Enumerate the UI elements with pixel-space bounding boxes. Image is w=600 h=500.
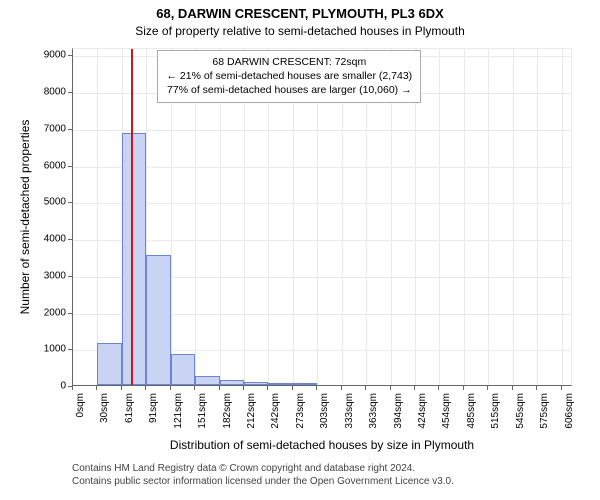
x-tick-label: 515sqm: [490, 393, 501, 429]
y-tick-mark: [68, 92, 72, 93]
histogram-bar: [268, 383, 293, 385]
x-tick-label: 333sqm: [344, 393, 355, 429]
x-tick-label: 394sqm: [393, 393, 404, 429]
x-tick-mark: [561, 386, 562, 390]
x-tick-label: 606sqm: [564, 393, 575, 429]
x-tick-mark: [267, 386, 268, 390]
x-tick-label: 454sqm: [441, 393, 452, 429]
x-tick-mark: [121, 386, 122, 390]
y-tick-mark: [68, 129, 72, 130]
histogram-bar: [97, 343, 122, 385]
property-size-histogram: 68, DARWIN CRESCENT, PLYMOUTH, PL3 6DX S…: [0, 0, 600, 500]
histogram-bar: [244, 382, 268, 385]
x-tick-mark: [341, 386, 342, 390]
x-tick-label: 485sqm: [466, 393, 477, 429]
x-tick-label: 303sqm: [319, 393, 330, 429]
y-tick-label: 3000: [32, 270, 66, 281]
y-tick-label: 9000: [32, 50, 66, 61]
x-tick-mark: [512, 386, 513, 390]
histogram-bar: [171, 354, 195, 385]
x-tick-mark: [96, 386, 97, 390]
property-annotation-box: 68 DARWIN CRESCENT: 72sqm ← 21% of semi-…: [157, 50, 421, 103]
x-tick-mark: [292, 386, 293, 390]
x-tick-label: 30sqm: [99, 393, 110, 423]
x-tick-mark: [194, 386, 195, 390]
x-tick-mark: [316, 386, 317, 390]
annotation-larger-line: 77% of semi-detached houses are larger (…: [166, 83, 412, 97]
chart-title: 68, DARWIN CRESCENT, PLYMOUTH, PL3 6DX: [0, 6, 600, 21]
x-tick-label: 151sqm: [197, 393, 208, 429]
y-tick-mark: [68, 202, 72, 203]
x-tick-mark: [170, 386, 171, 390]
gridline-vertical: [439, 49, 440, 385]
x-tick-label: 575sqm: [539, 393, 550, 429]
x-tick-mark: [365, 386, 366, 390]
y-tick-label: 0: [32, 381, 66, 392]
histogram-bar: [122, 133, 146, 385]
x-tick-mark: [390, 386, 391, 390]
histogram-bar: [195, 376, 220, 385]
y-tick-mark: [68, 55, 72, 56]
gridline-vertical: [464, 49, 465, 385]
x-tick-label: 242sqm: [270, 393, 281, 429]
y-tick-label: 2000: [32, 307, 66, 318]
x-axis-label: Distribution of semi-detached houses by …: [72, 438, 572, 452]
gridline-horizontal: [73, 240, 571, 241]
x-tick-mark: [536, 386, 537, 390]
x-tick-label: 424sqm: [417, 393, 428, 429]
x-tick-label: 121sqm: [173, 393, 184, 429]
x-tick-mark: [72, 386, 73, 390]
x-tick-mark: [145, 386, 146, 390]
gridline-horizontal: [73, 203, 571, 204]
y-tick-mark: [68, 313, 72, 314]
x-tick-label: 91sqm: [148, 393, 159, 423]
x-tick-mark: [438, 386, 439, 390]
gridline-horizontal: [73, 130, 571, 131]
x-tick-mark: [414, 386, 415, 390]
x-tick-label: 363sqm: [368, 393, 379, 429]
gridline-horizontal: [73, 167, 571, 168]
y-tick-mark: [68, 349, 72, 350]
y-tick-label: 7000: [32, 123, 66, 134]
x-tick-label: 212sqm: [246, 393, 257, 429]
annotation-size-line: 68 DARWIN CRESCENT: 72sqm: [166, 55, 412, 69]
y-tick-mark: [68, 239, 72, 240]
gridline-vertical: [562, 49, 563, 385]
attribution-footer: Contains HM Land Registry data © Crown c…: [72, 462, 454, 488]
histogram-bar: [220, 380, 244, 385]
gridline-vertical: [537, 49, 538, 385]
subject-property-marker: [131, 49, 133, 385]
footer-line-1: Contains HM Land Registry data © Crown c…: [72, 462, 454, 475]
y-tick-mark: [68, 276, 72, 277]
x-tick-label: 182sqm: [222, 393, 233, 429]
y-tick-label: 1000: [32, 344, 66, 355]
x-tick-label: 273sqm: [295, 393, 306, 429]
x-tick-label: 545sqm: [515, 393, 526, 429]
footer-line-2: Contains public sector information licen…: [72, 475, 454, 488]
x-tick-mark: [243, 386, 244, 390]
gridline-vertical: [513, 49, 514, 385]
x-tick-label: 61sqm: [124, 393, 135, 423]
y-tick-label: 4000: [32, 234, 66, 245]
histogram-bar: [293, 383, 317, 385]
annotation-smaller-line: ← 21% of semi-detached houses are smalle…: [166, 69, 412, 83]
y-tick-mark: [68, 166, 72, 167]
x-tick-mark: [487, 386, 488, 390]
x-tick-mark: [463, 386, 464, 390]
histogram-bar: [146, 255, 170, 385]
x-tick-label: 0sqm: [75, 393, 86, 417]
y-axis-label: Number of semi-detached properties: [18, 48, 32, 386]
y-tick-label: 5000: [32, 197, 66, 208]
chart-subtitle: Size of property relative to semi-detach…: [0, 24, 600, 38]
y-tick-label: 6000: [32, 160, 66, 171]
x-tick-mark: [219, 386, 220, 390]
y-tick-label: 8000: [32, 87, 66, 98]
gridline-vertical: [488, 49, 489, 385]
gridline-vertical: [97, 49, 98, 385]
